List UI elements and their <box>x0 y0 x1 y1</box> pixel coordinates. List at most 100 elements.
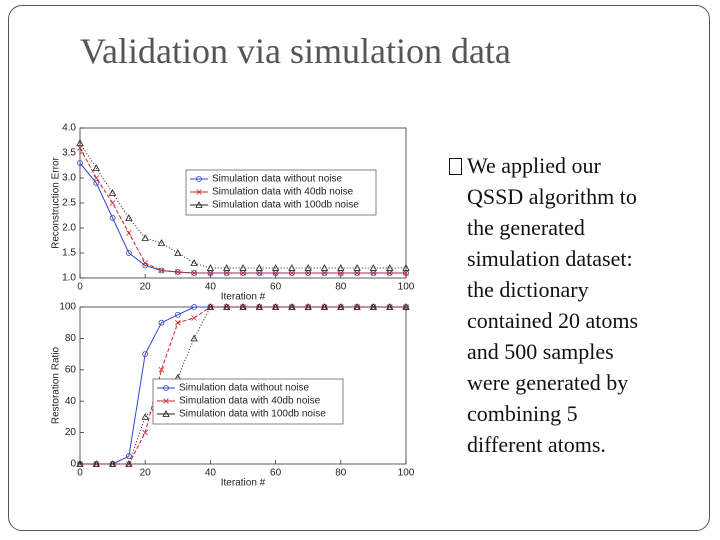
data-point <box>239 303 247 310</box>
data-point <box>288 303 296 310</box>
data-point <box>353 303 361 310</box>
data-point <box>223 264 231 271</box>
data-point <box>402 303 410 310</box>
data-point <box>109 461 116 467</box>
data-point <box>338 304 344 310</box>
data-point <box>320 303 329 310</box>
data-point <box>93 180 100 186</box>
data-point <box>240 270 246 276</box>
y-tick-label: 1.0 <box>62 273 76 284</box>
x-tick-label: 60 <box>270 282 282 293</box>
legend-label: Simulation data without noise <box>212 174 343 185</box>
x-tick-label: 100 <box>398 468 415 479</box>
bullet-line: and 500 samples <box>467 339 614 364</box>
data-point <box>386 304 393 310</box>
data-point <box>321 304 328 310</box>
data-point <box>157 239 166 246</box>
data-point <box>76 139 84 146</box>
data-point <box>190 259 198 266</box>
data-point <box>77 160 83 166</box>
bullet-line: the generated <box>467 215 585 240</box>
data-point <box>338 270 344 276</box>
slide-title: Validation via simulation data <box>80 31 511 71</box>
data-point <box>174 311 181 318</box>
data-point <box>305 270 311 276</box>
data-point <box>93 175 100 181</box>
data-point <box>402 264 410 271</box>
data-point <box>337 264 345 271</box>
y-tick-label: 3.5 <box>62 148 76 159</box>
data-point <box>142 429 148 436</box>
y-tick-label: 2.5 <box>62 198 76 209</box>
x-tick-label: 40 <box>205 282 217 293</box>
legend-label: Simulation data with 100db noise <box>179 409 326 420</box>
data-point <box>337 303 345 310</box>
bullet-text: We applied our QSSD algorithm to the gener… <box>447 150 638 460</box>
data-point <box>126 230 132 236</box>
data-point <box>108 460 117 467</box>
data-point <box>240 304 246 310</box>
legend-marker <box>195 201 203 208</box>
y-tick-label: 2.0 <box>62 223 76 234</box>
data-point <box>305 304 311 310</box>
y-tick-label: 60 <box>65 364 77 375</box>
y-axis-label: Reconstruction Error <box>51 156 62 248</box>
legend-label: Simulation data with 100db noise <box>212 200 359 211</box>
x-tick-label: 20 <box>140 282 152 293</box>
data-point <box>223 303 231 310</box>
x-tick-label: 80 <box>335 468 347 479</box>
x-axis-label: Iteration # <box>221 478 266 489</box>
data-point <box>125 460 133 467</box>
y-axis-label: Restoration Ratio <box>51 346 62 424</box>
bullet-line: simulation dataset: <box>467 246 633 271</box>
data-point <box>108 189 117 196</box>
bullet-line: QSSD algorithm to <box>467 184 637 209</box>
data-point <box>207 270 214 276</box>
y-tick-label: 40 <box>65 396 77 407</box>
x-tick-label: 80 <box>335 282 347 293</box>
data-point <box>190 334 198 342</box>
y-tick-label: 20 <box>65 427 77 438</box>
data-point <box>109 200 116 206</box>
data-point <box>288 264 296 271</box>
data-point <box>256 270 263 276</box>
legend-marker <box>196 176 202 182</box>
legend-box <box>185 169 377 216</box>
data-point <box>125 250 132 256</box>
data-point <box>386 264 394 271</box>
data-point <box>289 270 295 276</box>
y-tick-label: 0 <box>70 459 76 470</box>
legend-marker <box>163 385 169 391</box>
bullet-glyph <box>449 158 462 175</box>
y-tick-label: 80 <box>65 333 77 344</box>
y-tick-label: 1.5 <box>62 248 76 259</box>
data-point <box>321 270 328 276</box>
data-point <box>223 270 230 276</box>
legend-marker <box>163 398 169 404</box>
bullet-line: different atoms. <box>467 432 606 457</box>
data-point <box>191 270 197 276</box>
data-point <box>142 260 148 266</box>
data-point <box>272 304 279 310</box>
bullet-line: the dictionary <box>467 277 589 302</box>
bullet-line: contained 20 atoms <box>467 308 639 333</box>
bullet-line: We applied our <box>467 153 601 178</box>
data-point <box>369 303 378 310</box>
x-tick-label: 0 <box>77 282 83 293</box>
series-line <box>80 306 406 465</box>
data-point <box>369 264 378 271</box>
data-point <box>92 460 100 467</box>
data-point <box>223 304 230 310</box>
data-point <box>175 319 181 326</box>
data-point <box>191 315 197 321</box>
x-tick-label: 100 <box>398 282 415 293</box>
data-point <box>353 264 361 271</box>
data-point <box>191 304 198 310</box>
data-point <box>141 413 149 420</box>
data-point <box>354 270 360 276</box>
data-point <box>320 264 329 271</box>
x-tick-label: 0 <box>77 468 83 479</box>
data-point <box>141 234 149 241</box>
